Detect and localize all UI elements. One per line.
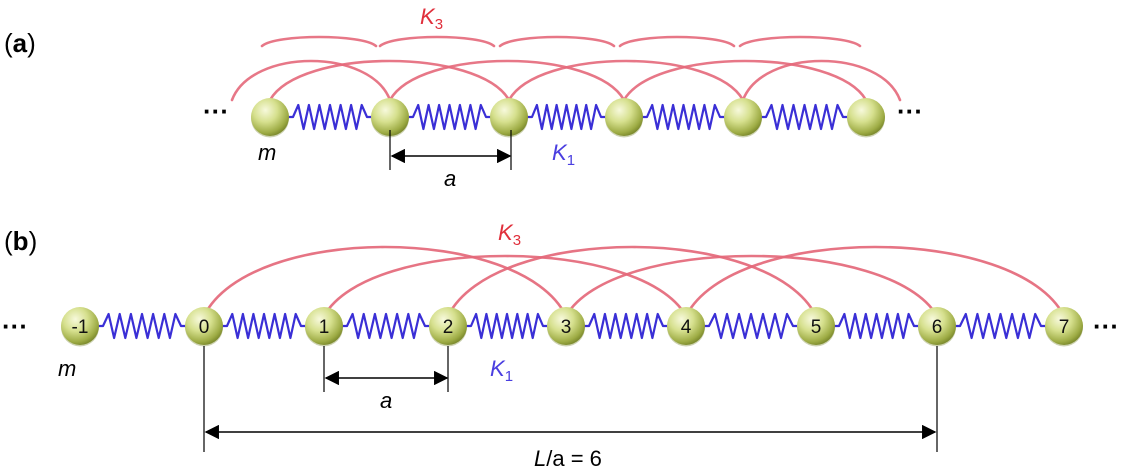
panel-b-k3-arc bbox=[322, 254, 688, 318]
panel-a-k3-arc bbox=[388, 59, 626, 102]
panel-a-mass bbox=[371, 98, 409, 138]
panel-b-node-label: 5 bbox=[811, 317, 822, 338]
panel-a-mass bbox=[847, 98, 885, 138]
panel-a-k1-spring bbox=[526, 103, 607, 131]
panel-a-k1-label: K1 bbox=[552, 140, 575, 169]
panel-a-k1-springs bbox=[287, 103, 849, 131]
panel-b-ellipsis-left: ··· bbox=[2, 311, 28, 341]
panel-b-letter: (b) bbox=[4, 226, 37, 256]
panel-b-spacing-label: a bbox=[380, 388, 392, 413]
panel-a-mass-label: m bbox=[258, 140, 276, 165]
panel-b-mass-label: m bbox=[58, 356, 76, 381]
panel-a-mass bbox=[605, 98, 643, 138]
panel-a-k3-arc bbox=[738, 35, 862, 48]
panel-b-k1-springs bbox=[97, 312, 1047, 340]
panel-a-k3-arcs bbox=[230, 35, 902, 102]
panel-a: (a) ··· ··· K3 K1 m a bbox=[4, 4, 923, 191]
panel-b-mass: 7 bbox=[1045, 307, 1083, 347]
panel-b-node-label: 4 bbox=[681, 317, 692, 338]
panel-a-k3-label: K3 bbox=[420, 4, 443, 33]
panel-b-node-label: 1 bbox=[319, 317, 330, 338]
panel-a-ellipsis-right: ··· bbox=[897, 96, 923, 126]
panel-a-k3-arc bbox=[378, 35, 496, 48]
panel-b-mass: 2 bbox=[429, 307, 467, 347]
panel-a-k3-arc bbox=[230, 59, 392, 102]
panel-a-mass bbox=[724, 98, 762, 138]
panel-a-k1-spring bbox=[760, 103, 849, 131]
panel-a-k3-arc bbox=[618, 35, 736, 48]
panel-a-ellipsis-left: ··· bbox=[203, 96, 229, 126]
panel-a-k3-arc bbox=[260, 35, 378, 48]
panel-b-node-label: 0 bbox=[199, 317, 210, 338]
panel-a-spacing-label: a bbox=[444, 166, 456, 191]
panel-b-k1-spring bbox=[703, 312, 799, 340]
panel-b: (b) -1 0 1 2 3 4 5 6 7 ··· ··· K3 K1 m a L/a = 6 bbox=[2, 220, 1119, 471]
panel-a-mass bbox=[490, 98, 528, 138]
panel-b-node-label: 3 bbox=[561, 317, 572, 338]
panel-b-k1-spring bbox=[583, 312, 669, 340]
panel-b-mass: 5 bbox=[797, 307, 835, 347]
panel-b-k1-spring bbox=[833, 312, 920, 340]
panel-b-k1-label: K1 bbox=[490, 356, 513, 385]
panel-b-node-label: 2 bbox=[443, 317, 454, 338]
panel-b-node-label: -1 bbox=[72, 317, 89, 338]
panel-b-k1-spring bbox=[221, 312, 307, 340]
panel-b-k3-label: K3 bbox=[498, 220, 521, 249]
panel-b-k1-spring bbox=[954, 312, 1047, 340]
panel-b-ellipsis-right: ··· bbox=[1093, 311, 1119, 341]
panel-a-k3-arc bbox=[507, 59, 745, 102]
panel-b-k3-arc bbox=[684, 245, 1066, 318]
panel-b-node-label: 7 bbox=[1059, 317, 1070, 338]
panel-b-mass: 3 bbox=[547, 307, 585, 347]
panel-a-masses bbox=[251, 98, 885, 138]
panel-b-k3-arc bbox=[446, 245, 818, 318]
panel-b-mass: 0 bbox=[185, 307, 223, 347]
panel-b-masses: -1 0 1 2 3 4 5 6 7 bbox=[61, 307, 1083, 347]
panel-a-k1-spring bbox=[287, 103, 373, 131]
panel-b-k1-spring bbox=[97, 312, 187, 340]
panel-b-mass: -1 bbox=[61, 307, 99, 347]
panel-b-k3-arcs bbox=[202, 245, 1066, 318]
panel-a-letter: (a) bbox=[4, 28, 36, 58]
panel-b-node-label: 6 bbox=[932, 317, 943, 338]
panel-a-mass bbox=[251, 98, 289, 138]
panel-a-k3-arc bbox=[741, 59, 902, 102]
panel-a-k3-arc bbox=[268, 59, 511, 102]
panel-a-k3-arc bbox=[622, 59, 868, 102]
panel-b-k3-arc bbox=[202, 245, 568, 318]
panel-a-k3-arc bbox=[498, 35, 616, 48]
panel-a-k1-spring bbox=[641, 103, 726, 131]
panel-b-mass: 1 bbox=[305, 307, 343, 347]
panel-b-k1-spring bbox=[465, 312, 549, 340]
panel-a-k1-spring bbox=[407, 103, 492, 131]
panel-b-mass: 6 bbox=[918, 307, 956, 347]
panel-b-mass: 4 bbox=[667, 307, 705, 347]
panel-b-k3-arc bbox=[564, 254, 939, 318]
panel-b-k1-spring bbox=[341, 312, 431, 340]
panel-b-period-label: L/a = 6 bbox=[534, 446, 602, 471]
